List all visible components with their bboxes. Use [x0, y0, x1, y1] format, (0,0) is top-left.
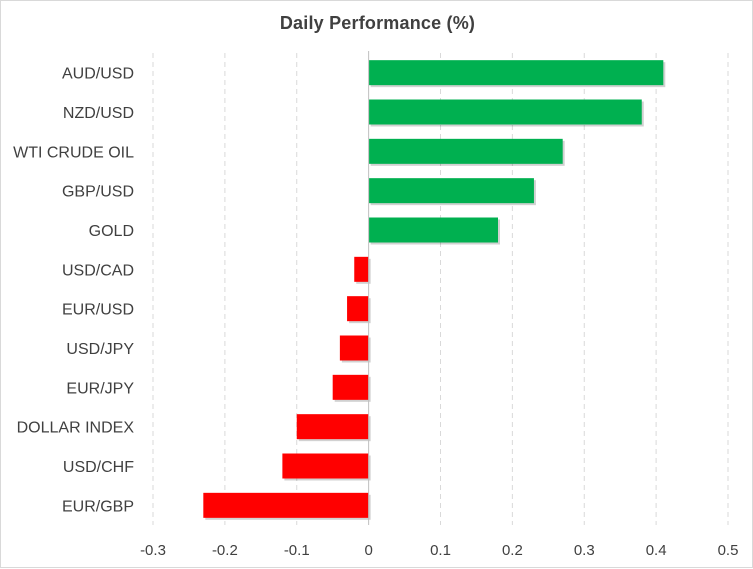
category-label: AUD/USD	[62, 66, 134, 83]
chart-title: Daily Performance (%)	[279, 13, 476, 33]
grid-lines	[152, 53, 729, 525]
bar-eur-gbp	[203, 492, 369, 518]
bar-dollar-index	[296, 414, 369, 440]
x-tick-label: -0.2	[212, 542, 238, 559]
category-label: GBP/USD	[62, 184, 134, 201]
bar-wti-crude-oil	[368, 138, 563, 164]
bar-usd-jpy	[339, 335, 369, 361]
bar-nzd-usd	[368, 99, 642, 125]
x-tick-label: 0.3	[574, 542, 595, 559]
bar-gold	[368, 217, 498, 243]
category-label: WTI CRUDE OIL	[13, 144, 134, 161]
bars	[203, 51, 666, 525]
category-label: DOLLAR INDEX	[17, 420, 135, 437]
x-tick-label: 0.2	[502, 542, 523, 559]
category-label: USD/CHF	[63, 459, 134, 476]
category-label: EUR/GBP	[62, 498, 134, 515]
x-tick-labels: -0.3 -0.2 -0.1 0 0.1 0.2 0.3 0.4 0.5	[140, 542, 738, 559]
category-label: USD/JPY	[66, 341, 134, 358]
bar-aud-usd	[368, 60, 664, 86]
x-tick-label: -0.1	[284, 542, 310, 559]
bar-usd-cad	[354, 256, 369, 282]
x-tick-label: 0.1	[430, 542, 451, 559]
bar-gbp-usd	[368, 178, 534, 204]
x-tick-label: 0	[364, 542, 372, 559]
category-label: EUR/USD	[62, 302, 134, 319]
x-tick-label: 0.4	[646, 542, 667, 559]
category-label: GOLD	[89, 223, 134, 240]
category-label: USD/CAD	[62, 262, 134, 279]
bar-eur-usd	[347, 296, 369, 322]
category-labels: AUD/USD NZD/USD WTI CRUDE OIL GBP/USD GOLD US…	[13, 66, 134, 516]
category-label: EUR/JPY	[66, 380, 134, 397]
bar-usd-chf	[282, 453, 369, 479]
x-tick-label: -0.3	[140, 542, 166, 559]
category-label: NZD/USD	[63, 105, 134, 122]
bar-eur-jpy	[332, 374, 369, 400]
x-tick-label: 0.5	[718, 542, 739, 559]
